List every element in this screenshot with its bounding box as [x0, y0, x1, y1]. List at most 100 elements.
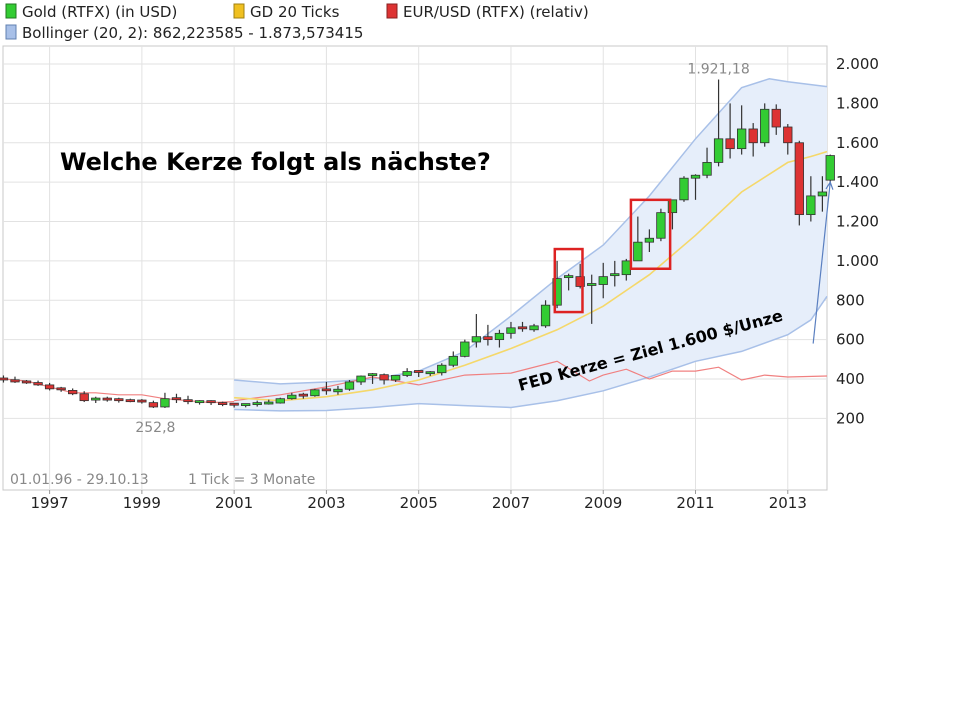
legend-item-eurusd: EUR/USD (RTFX) (relativ) [386, 3, 589, 21]
candle [194, 400, 205, 405]
candle-body [448, 355, 458, 366]
candle [633, 216, 643, 262]
candle-body [587, 283, 597, 286]
candle-body [125, 399, 135, 403]
arrow-head [825, 180, 834, 190]
candle-body [137, 399, 147, 403]
candle-body [460, 341, 470, 357]
legend-label-bollinger: Bollinger (20, 2): 862,223585 - 1.873,57… [22, 24, 363, 42]
candle-body [771, 108, 781, 128]
y-tick-label: 2.000 [836, 55, 879, 73]
candle-body [598, 276, 608, 285]
legend-label-ma: GD 20 Ticks [250, 3, 340, 21]
y-tick-label: 1.200 [836, 213, 879, 231]
x-tick-label: 2013 [769, 494, 807, 512]
candle [713, 79, 724, 167]
candle [563, 273, 574, 291]
fed-arrow [812, 180, 834, 344]
candle-body [806, 195, 816, 216]
legend-swatch-eurusd [386, 3, 398, 19]
candle-body [44, 384, 55, 390]
candle-body [667, 199, 678, 214]
candle [506, 321, 516, 339]
y-tick-label: 200 [836, 409, 865, 427]
candle-body [310, 389, 320, 397]
candle [21, 379, 32, 384]
y-tick-label: 1.000 [836, 252, 879, 270]
candle [310, 388, 320, 397]
legend-label-gold: Gold (RTFX) (in USD) [22, 3, 177, 21]
candle [91, 396, 101, 404]
candle-body [114, 398, 124, 402]
candle [252, 400, 262, 407]
candle-body [529, 325, 539, 331]
candles [0, 79, 835, 408]
candle [102, 396, 112, 402]
candle-body [79, 393, 89, 402]
candle [690, 174, 701, 200]
candle-body [610, 273, 620, 277]
candle [771, 104, 781, 135]
candle-body [56, 387, 66, 391]
candle [575, 263, 585, 289]
candle-body [10, 379, 20, 383]
y-tick-label: 600 [836, 331, 865, 349]
candle [217, 401, 228, 407]
candle [229, 402, 239, 408]
ma-line [234, 150, 828, 402]
candle-body [437, 364, 447, 374]
y-tick-label: 800 [836, 291, 865, 309]
x-tick-label: 2003 [307, 494, 345, 512]
candle [425, 371, 435, 377]
candle [414, 370, 424, 378]
candle [483, 324, 493, 346]
legend: Gold (RTFX) (in USD) GD 20 Ticks EUR/USD… [5, 3, 589, 42]
candle [552, 260, 562, 309]
candle [760, 103, 770, 147]
legend-item-bollinger: Bollinger (20, 2): 862,223585 - 1.873,57… [5, 24, 363, 42]
y-tick-label: 400 [836, 370, 865, 388]
candle-body [241, 403, 251, 406]
candle-body [333, 388, 343, 393]
candle-body [483, 336, 493, 341]
candle [817, 176, 828, 212]
candle [402, 368, 412, 378]
candle [517, 321, 528, 332]
candle-body [264, 401, 274, 405]
candle [171, 393, 182, 404]
candle-body [552, 278, 562, 306]
candle [356, 375, 366, 385]
candle-body [344, 381, 355, 390]
candle [540, 300, 551, 328]
candle-body [287, 394, 297, 400]
candle [783, 124, 793, 155]
candle [379, 373, 389, 385]
date-range-label: 01.01.96 - 29.10.13 [10, 472, 149, 488]
candle [702, 147, 712, 179]
candle-body [390, 375, 401, 381]
candle [667, 199, 678, 230]
candle-body [748, 128, 758, 144]
legend-item-ma: GD 20 Ticks [233, 3, 340, 21]
candle-body [91, 397, 101, 401]
candle-body [736, 128, 747, 150]
candle [644, 229, 655, 253]
candle [587, 274, 597, 324]
candle [79, 391, 89, 403]
candle [68, 388, 78, 396]
candle-body [621, 260, 631, 276]
y-tick-label: 1.600 [836, 134, 879, 152]
candle-body [690, 174, 701, 179]
candle [148, 400, 159, 408]
candle-body [148, 402, 159, 408]
candle-body [471, 336, 482, 343]
x-tick-label: 1999 [123, 494, 161, 512]
candle-body [656, 212, 666, 239]
highlight-boxes [553, 198, 672, 314]
candle-body [575, 276, 585, 287]
candle [679, 176, 689, 202]
candle [206, 400, 216, 405]
candle-body [367, 373, 378, 377]
candle-body [825, 155, 835, 181]
